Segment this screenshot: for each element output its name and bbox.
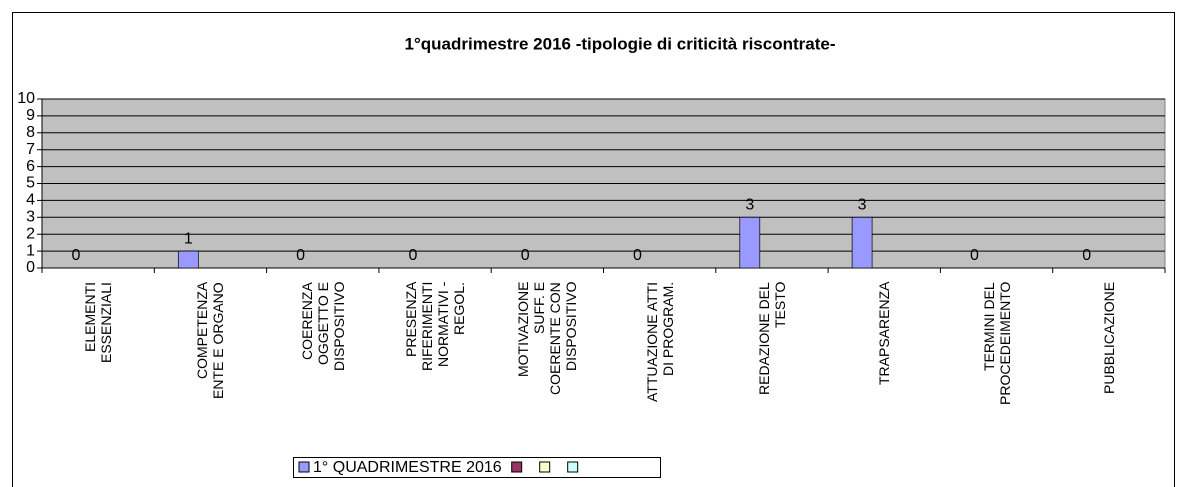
legend-swatch (298, 461, 310, 473)
x-tick-label: COERENZA OGGETTO E DISPOSITIVO (298, 282, 347, 372)
data-label: 0 (633, 247, 642, 264)
data-label: 3 (858, 197, 867, 214)
bar (177, 250, 199, 269)
data-label: 0 (970, 247, 979, 264)
x-tick-label: REDAZIONE DEL TESTO (755, 282, 788, 395)
data-label: 0 (296, 247, 305, 264)
y-tick-label: 1 (26, 242, 35, 259)
y-tick-label: 10 (17, 90, 35, 107)
x-tick-label: PUBBLICAZIONE (1100, 282, 1117, 395)
bar (739, 216, 761, 269)
y-tick-label: 3 (26, 209, 35, 226)
legend-swatch (539, 461, 551, 473)
y-tick-label: 7 (26, 141, 35, 158)
data-label: 0 (408, 247, 417, 264)
legend-label: 1° QUADRIMESTRE 2016 (313, 459, 502, 476)
x-tick-label: COMPETENZA ENTE E ORGANO (194, 282, 227, 399)
y-tick-label: 0 (26, 259, 35, 276)
legend-swatch (511, 461, 523, 473)
data-label: 3 (745, 197, 754, 214)
y-tick-label: 2 (26, 225, 35, 242)
chart-title: 1°quadrimestre 2016 -tipologie di critic… (405, 34, 836, 53)
x-tick-label: MOTIVAZIONE SUFF. E COERENTE CON DISPOSI… (515, 282, 580, 395)
y-tick-label: 5 (26, 175, 35, 192)
bar (851, 216, 873, 269)
y-tick-label: 4 (26, 192, 35, 209)
x-tick-label: ELEMENTI ESSENZIALI (82, 282, 115, 363)
data-label: 0 (72, 247, 81, 264)
x-tick-label: ATTUAZIONE ATTI DI PROGRAM. (643, 282, 676, 403)
y-tick-label: 9 (26, 107, 35, 124)
legend-swatch (567, 461, 579, 473)
data-label: 0 (521, 247, 530, 264)
y-tick-label: 6 (26, 158, 35, 175)
x-tick-label: PRESENZA RIFERIMENTI NORMATIVI - REGOL. (403, 282, 468, 372)
x-tick-label: TERMINI DEL PROCEDEIMENTO (980, 282, 1013, 406)
x-tick-label: TRAPSARENZA (876, 282, 893, 386)
y-tick-label: 8 (26, 124, 35, 141)
data-label: 0 (1082, 247, 1091, 264)
data-label: 1 (184, 230, 193, 247)
